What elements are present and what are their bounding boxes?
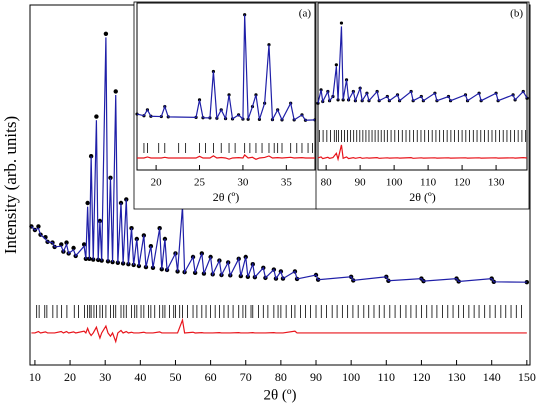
x-tick-label: 40: [134, 370, 146, 384]
x-tick-label: 35: [281, 177, 293, 189]
plot-frame: [317, 2, 528, 171]
x-tick-label: 120: [412, 370, 430, 384]
series-line: [137, 154, 315, 160]
x-axis-label: 2θ (º): [213, 190, 239, 204]
x-tick-label: 110: [420, 177, 437, 189]
panel-label: (b): [510, 8, 523, 20]
y-axis-label: Intensity (arb. units): [1, 116, 20, 254]
observed-point: [36, 224, 41, 229]
plot-frame: [136, 2, 316, 171]
observed-point: [81, 242, 87, 247]
series-line: [30, 37, 527, 283]
x-tick-label: 70: [240, 370, 252, 384]
x-tick-label: 30: [99, 370, 111, 384]
x-tick-label: 90: [310, 370, 322, 384]
x-tick-label: 60: [205, 370, 217, 384]
x-tick-label: 120: [454, 177, 471, 189]
x-tick-label: 90: [355, 177, 367, 189]
x-axis-label: 2θ (º): [409, 190, 435, 204]
x-tick-label: 130: [488, 177, 505, 189]
observed-point: [103, 31, 109, 36]
x-tick-label: 130: [448, 370, 466, 384]
panel: 20 25 30 35 2θ (º) (a): [133, 1, 318, 210]
observed-point: [71, 245, 76, 251]
x-tick-label: 100: [342, 370, 360, 384]
panel: 80 90 100 110 120 130 2θ (º) (b): [315, 1, 530, 210]
x-axis-label: 2θ (º): [263, 387, 296, 403]
observed-point: [64, 240, 69, 245]
series-line: [31, 317, 527, 344]
x-tick-label: 50: [169, 370, 181, 384]
observed-point: [85, 200, 90, 206]
panel: 10 20 30 40 50 60 70 80 90 100 110 120 130 140 150 2θ (…: [1, 4, 536, 403]
observed-point: [94, 114, 99, 119]
x-tick-label: 140: [483, 370, 501, 384]
observed-point: [334, 63, 338, 67]
x-tick-label: 10: [29, 370, 41, 384]
x-tick-label: 25: [194, 177, 206, 189]
observed-point: [339, 21, 344, 25]
observed-point: [59, 242, 64, 247]
x-tick-label: 30: [237, 177, 249, 189]
x-tick-label: 100: [386, 177, 403, 189]
x-tick-label: 20: [64, 370, 76, 384]
inset-background: [315, 1, 530, 210]
series-line: [136, 14, 316, 122]
series-line: [317, 26, 528, 104]
panel-label: (a): [299, 8, 312, 20]
x-tick-label: 110: [378, 370, 396, 384]
x-tick-label: 80: [275, 370, 287, 384]
observed-point: [113, 89, 118, 94]
series-line: [317, 144, 528, 162]
x-tick-label: 80: [321, 177, 333, 189]
x-tick-label: 150: [518, 370, 536, 384]
x-tick-label: 20: [151, 177, 163, 189]
